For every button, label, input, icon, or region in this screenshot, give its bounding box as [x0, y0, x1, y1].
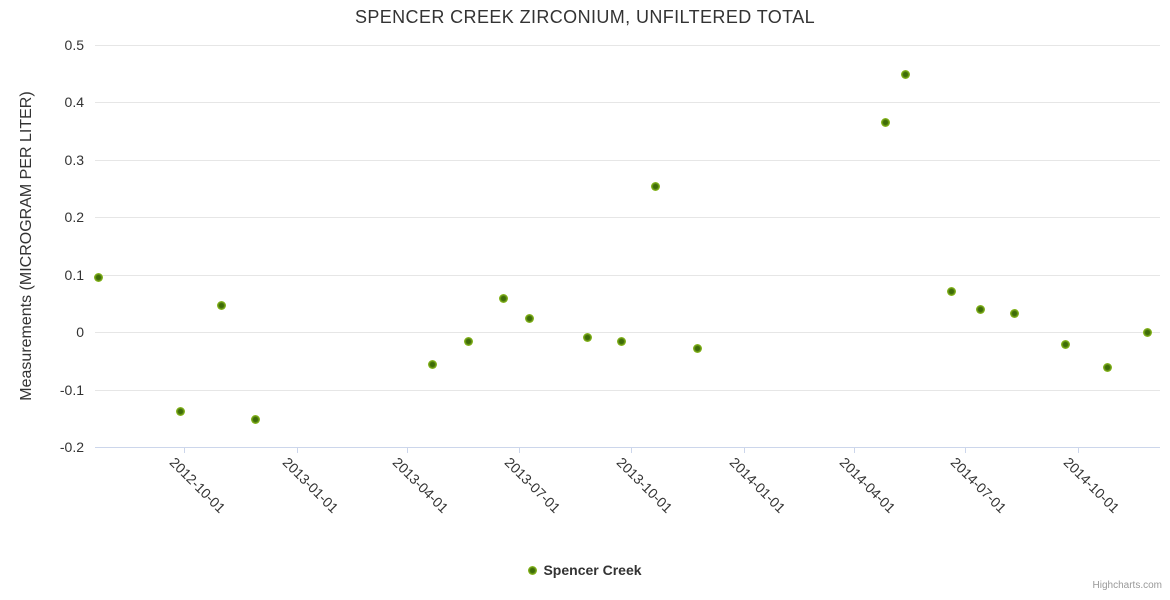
x-axis-tick	[631, 447, 632, 453]
y-axis-label: 0.4	[64, 94, 84, 110]
data-point[interactable]	[616, 336, 626, 346]
data-point[interactable]	[881, 118, 891, 128]
data-point[interactable]	[582, 332, 592, 342]
data-point[interactable]	[463, 336, 473, 346]
grid-line	[95, 332, 1160, 333]
data-point[interactable]	[1143, 327, 1153, 337]
legend-item-spencer-creek[interactable]: Spencer Creek	[528, 562, 642, 578]
y-axis-label: -0.2	[59, 439, 84, 455]
y-axis-title: Measurements (MICROGRAM PER LITER)	[18, 91, 35, 401]
y-axis-label: 0	[76, 324, 84, 340]
credits-link[interactable]: Highcharts.com	[1092, 580, 1162, 591]
x-axis-label: 2014-07-01	[947, 454, 1010, 516]
data-point[interactable]	[216, 301, 226, 311]
data-point[interactable]	[975, 305, 985, 315]
data-point[interactable]	[94, 273, 104, 283]
legend-label: Spencer Creek	[543, 562, 642, 578]
x-axis-tick	[744, 447, 745, 453]
x-axis-label: 2013-07-01	[501, 454, 564, 516]
x-axis-tick	[519, 447, 520, 453]
y-axis-label: 0.1	[64, 267, 84, 283]
x-axis-tick	[965, 447, 966, 453]
x-axis-label: 2013-10-01	[613, 454, 676, 516]
legend-marker-icon	[528, 565, 538, 575]
data-point[interactable]	[428, 359, 438, 369]
x-axis-tick	[407, 447, 408, 453]
legend: Spencer Creek	[0, 562, 1170, 578]
y-axis-label: 0.2	[64, 209, 84, 225]
x-axis-tick	[1078, 447, 1079, 453]
y-axis-label: 0.3	[64, 152, 84, 168]
x-axis-label: 2013-01-01	[279, 454, 342, 516]
x-axis-label: 2012-10-01	[166, 454, 229, 516]
data-point[interactable]	[900, 70, 910, 80]
data-point[interactable]	[250, 414, 260, 424]
grid-line	[95, 160, 1160, 161]
y-axis-label: -0.1	[59, 382, 84, 398]
grid-line	[95, 45, 1160, 46]
data-point[interactable]	[1009, 309, 1019, 319]
x-axis-tick	[297, 447, 298, 453]
data-point[interactable]	[176, 406, 186, 416]
x-axis-label: 2014-04-01	[836, 454, 899, 516]
grid-line	[95, 217, 1160, 218]
x-axis-label: 2014-10-01	[1060, 454, 1123, 516]
x-axis-line	[95, 447, 1160, 448]
y-axis-label: 0.5	[64, 37, 84, 53]
x-axis-label: 2013-04-01	[389, 454, 452, 516]
data-point[interactable]	[692, 343, 702, 353]
grid-line	[95, 390, 1160, 391]
x-axis-tick	[854, 447, 855, 453]
data-point[interactable]	[1102, 362, 1112, 372]
x-axis-label: 2014-01-01	[726, 454, 789, 516]
data-point[interactable]	[651, 181, 661, 191]
data-point[interactable]	[499, 293, 509, 303]
data-point[interactable]	[1061, 339, 1071, 349]
x-axis-tick	[184, 447, 185, 453]
data-point[interactable]	[947, 287, 957, 297]
grid-line	[95, 275, 1160, 276]
grid-line	[95, 102, 1160, 103]
chart-title: SPENCER CREEK ZIRCONIUM, UNFILTERED TOTA…	[354, 7, 816, 27]
data-point[interactable]	[525, 314, 535, 324]
